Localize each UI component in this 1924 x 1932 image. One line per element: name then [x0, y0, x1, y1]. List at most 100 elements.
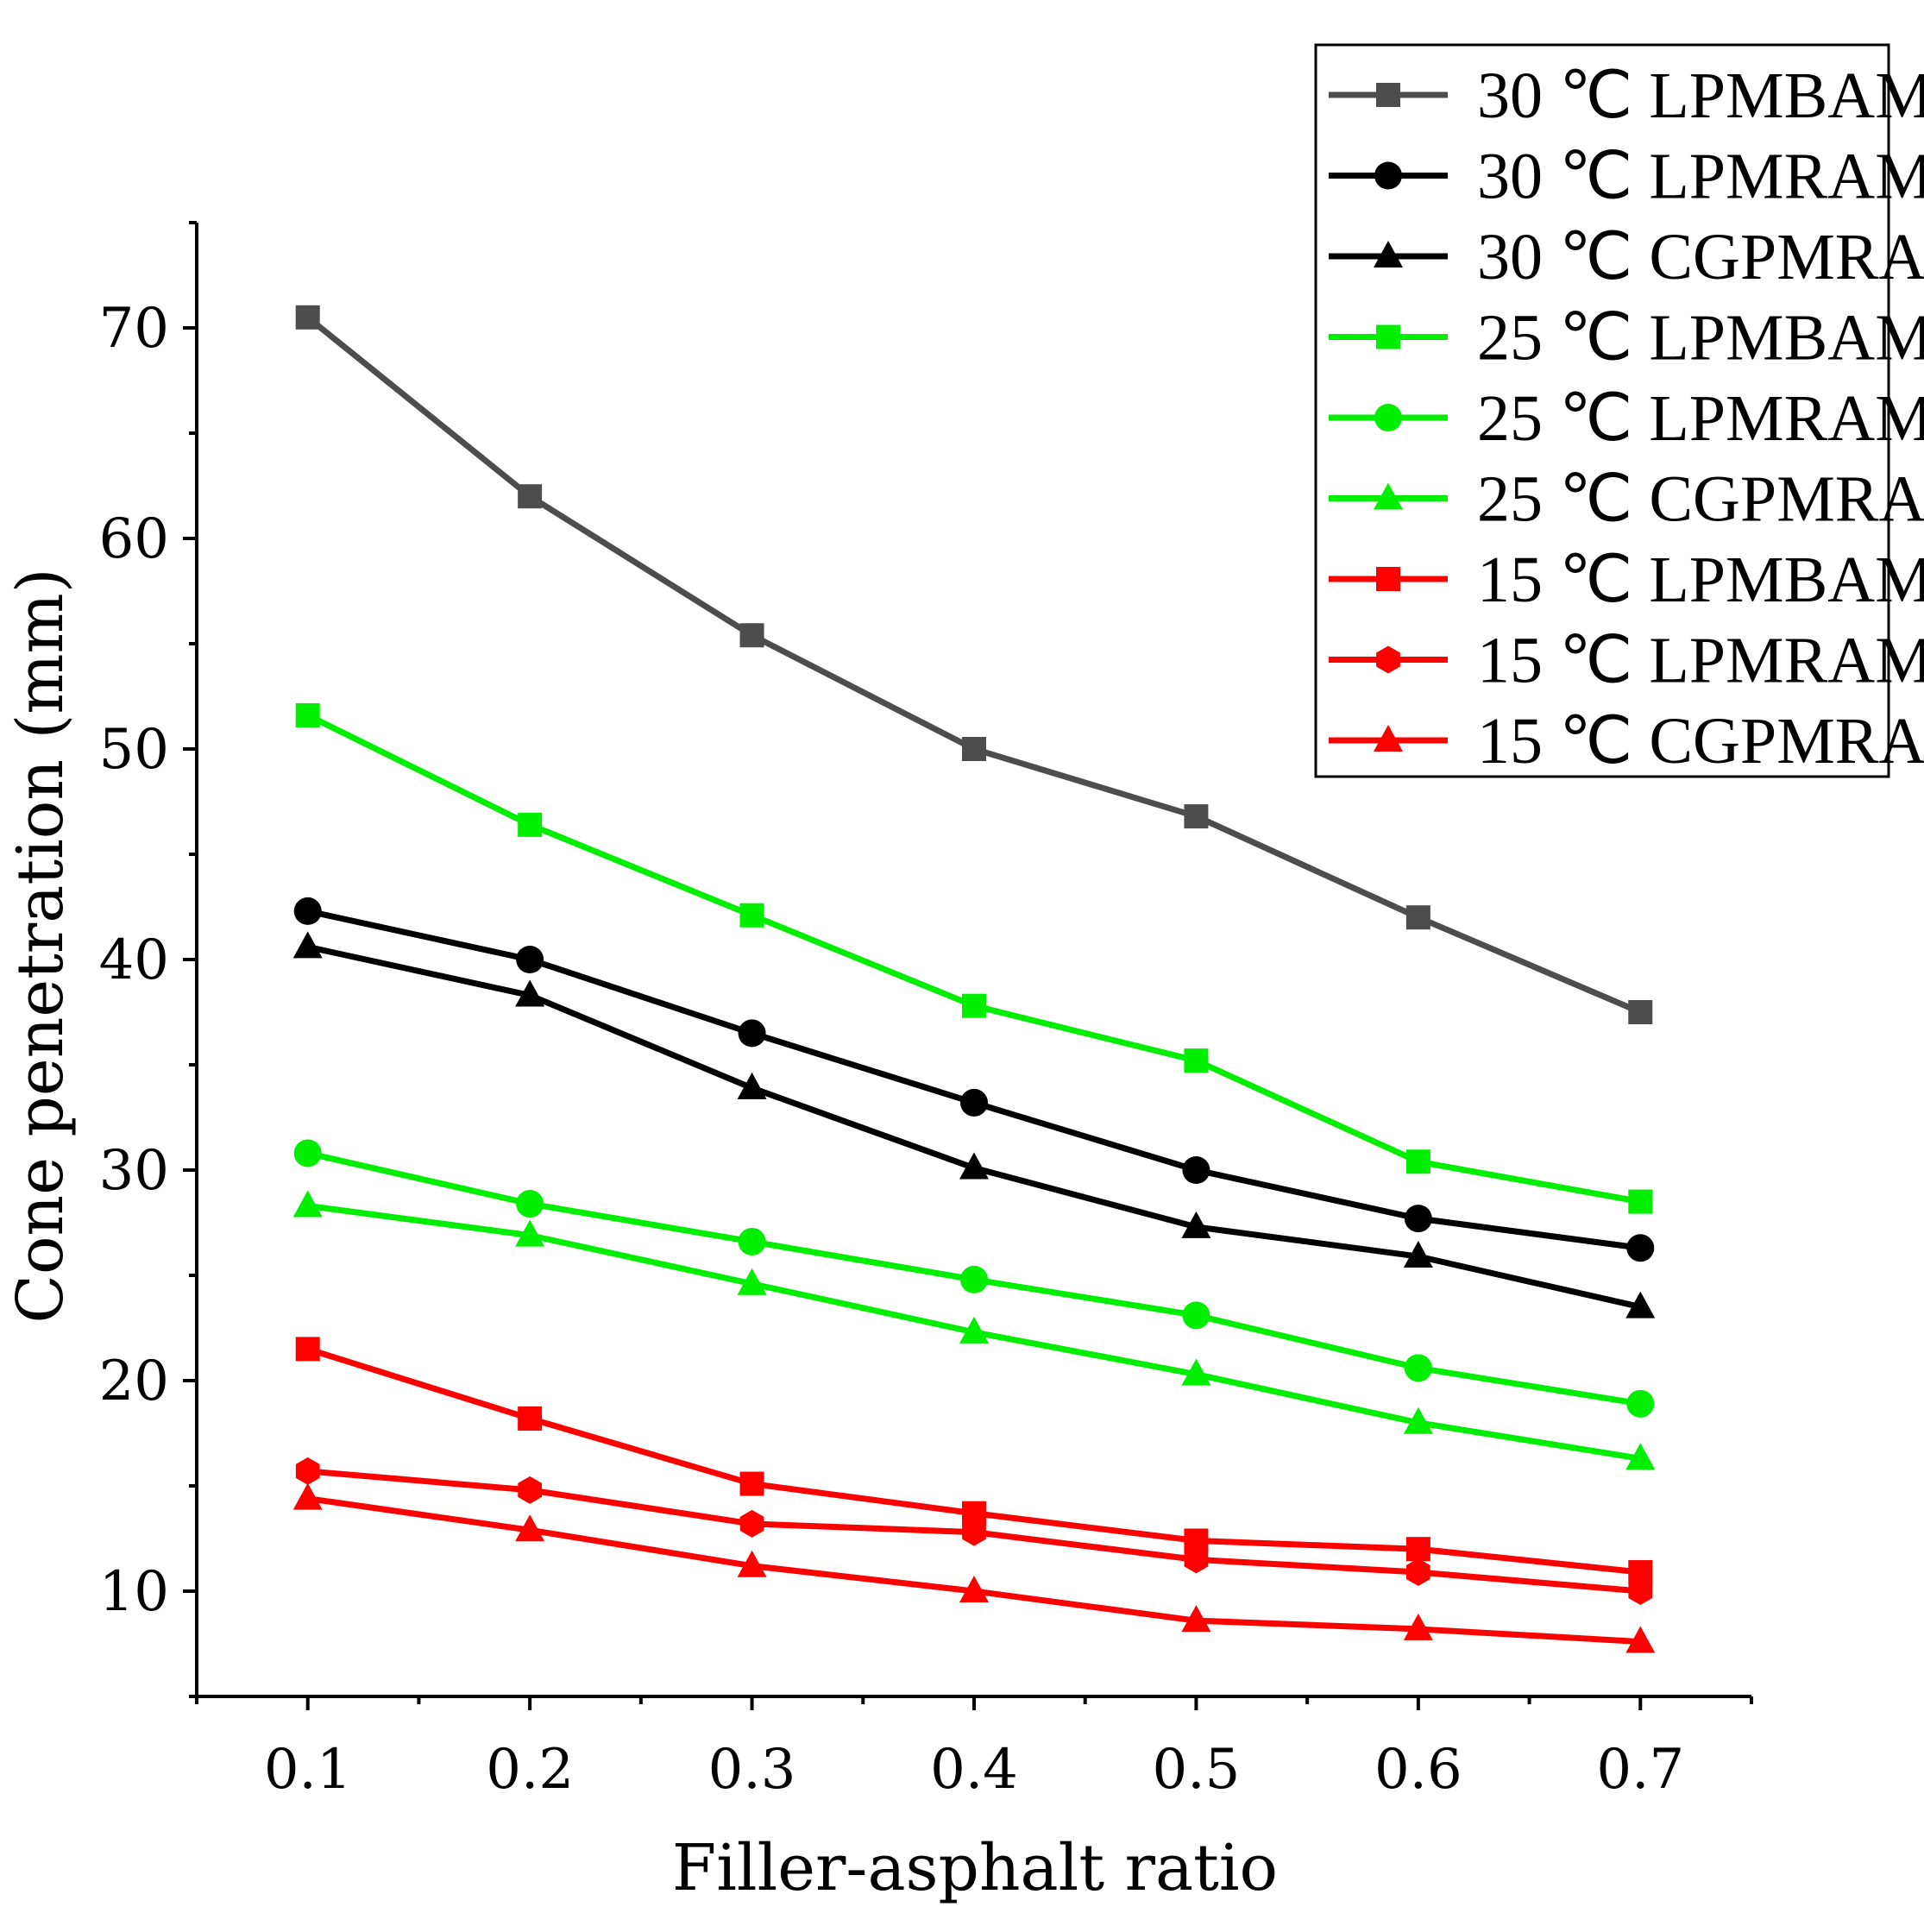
data-point: [1628, 1000, 1653, 1024]
data-point: [292, 1482, 323, 1510]
data-point: [518, 1476, 542, 1504]
data-point: [516, 946, 544, 973]
legend-marker: [1374, 241, 1403, 267]
data-point: [960, 1265, 988, 1293]
data-point: [515, 979, 545, 1007]
data-point: [516, 1190, 544, 1218]
y-tick-label: 40: [99, 928, 169, 992]
series-1: [295, 305, 1653, 1024]
data-point: [959, 1316, 989, 1344]
legend-label: 15 ℃ LPMRAM: [1477, 625, 1924, 697]
data-point: [1182, 1156, 1210, 1184]
data-point: [1404, 1205, 1432, 1233]
x-tick-label: 0.1: [264, 1738, 352, 1802]
data-point: [739, 903, 764, 928]
data-point: [737, 1268, 767, 1295]
data-point: [1626, 1389, 1655, 1418]
legend-label: 15 ℃ LPMBAM: [1477, 544, 1924, 616]
data-point: [515, 1514, 545, 1542]
axes: 10 20 30 40 50 60 70 0.1 0.2 0.3 0.4 0.5 0.6 0.7: [99, 221, 1753, 1802]
legend-label: 30 ℃ LPMRAM: [1477, 141, 1924, 213]
data-point: [1403, 1613, 1433, 1640]
data-point: [739, 1471, 764, 1496]
series-2: [293, 897, 1655, 1262]
series-6: [292, 1190, 1656, 1470]
legend-marker: [1374, 161, 1402, 190]
data-point: [739, 623, 764, 648]
legend-label: 25 ℃ LPMRAM: [1477, 382, 1924, 455]
series-group: [292, 305, 1656, 1653]
data-point: [1403, 1407, 1433, 1434]
legend-marker: [1376, 645, 1400, 674]
series-3: [292, 931, 1656, 1318]
data-point: [962, 1518, 986, 1546]
y-tick-label: 20: [99, 1350, 169, 1413]
series-4: [295, 702, 1653, 1214]
legend-marker: [1374, 725, 1403, 752]
data-point: [518, 484, 543, 509]
data-point: [1626, 1234, 1655, 1262]
legend-label: 15 ℃ CGPMRAM: [1477, 705, 1924, 777]
x-tick-label: 0.4: [930, 1738, 1018, 1802]
data-point: [1184, 1048, 1209, 1073]
data-point: [293, 1139, 322, 1167]
data-point: [295, 702, 320, 727]
series-line: [306, 712, 1641, 1205]
data-point: [962, 737, 986, 761]
data-point: [292, 931, 323, 959]
data-point: [737, 1550, 767, 1577]
legend-marker: [1376, 567, 1400, 591]
data-point: [1628, 1577, 1653, 1605]
legend-label: 25 ℃ CGPMRAM: [1477, 463, 1924, 536]
data-point: [1625, 1626, 1656, 1653]
x-tick-label: 0.2: [486, 1738, 574, 1802]
data-point: [962, 993, 986, 1018]
data-point: [1404, 1354, 1432, 1382]
data-point: [1181, 1358, 1211, 1386]
x-tick-label: 0.5: [1153, 1738, 1241, 1802]
y-tick-label: 70: [99, 297, 169, 361]
x-axis-title: Filler-asphalt ratio: [672, 1831, 1278, 1905]
data-point: [1181, 1605, 1211, 1633]
data-point: [738, 1227, 766, 1255]
data-point: [1184, 804, 1209, 829]
y-axis-title: Cone penetration (mm): [3, 568, 78, 1323]
series-5: [293, 1139, 1655, 1418]
data-point: [1406, 1558, 1430, 1587]
data-point: [1403, 1241, 1433, 1268]
legend-marker: [1374, 482, 1403, 510]
legend-marker: [1374, 404, 1402, 431]
data-point: [739, 1509, 764, 1538]
data-point: [960, 1088, 988, 1117]
data-point: [1625, 1291, 1656, 1318]
x-tick-label: 0.3: [708, 1738, 796, 1802]
legend-marker: [1376, 83, 1400, 107]
data-point: [293, 897, 322, 925]
series-7: [295, 1337, 1653, 1585]
data-point: [292, 1190, 323, 1218]
series-8: [295, 1457, 1653, 1605]
data-point: [737, 1072, 767, 1099]
data-point: [295, 1457, 320, 1485]
legend-label: 30 ℃ LPMBAM: [1477, 60, 1924, 132]
data-point: [1405, 1537, 1430, 1562]
data-point: [959, 1152, 989, 1180]
data-point: [1628, 1189, 1653, 1214]
x-tick-label: 0.6: [1374, 1738, 1462, 1802]
data-point: [1405, 905, 1430, 930]
data-point: [1405, 1149, 1430, 1174]
data-point: [518, 1406, 543, 1431]
legend: 30 ℃ LPMBAM 30 ℃ LPMRAM 30 ℃ CGPMRAM 25 ℃ L…: [1314, 43, 1924, 778]
series-9: [292, 1482, 1656, 1653]
data-point: [515, 1219, 545, 1247]
data-point: [738, 1019, 766, 1048]
data-point: [959, 1576, 989, 1602]
y-tick-label: 50: [99, 718, 169, 782]
data-point: [1625, 1443, 1656, 1470]
legend-marker: [1376, 324, 1400, 349]
data-point: [1181, 1211, 1211, 1238]
legend-label: 30 ℃ CGPMRAM: [1477, 221, 1924, 293]
y-tick-label: 10: [99, 1560, 169, 1624]
x-tick-label: 0.7: [1596, 1738, 1684, 1802]
